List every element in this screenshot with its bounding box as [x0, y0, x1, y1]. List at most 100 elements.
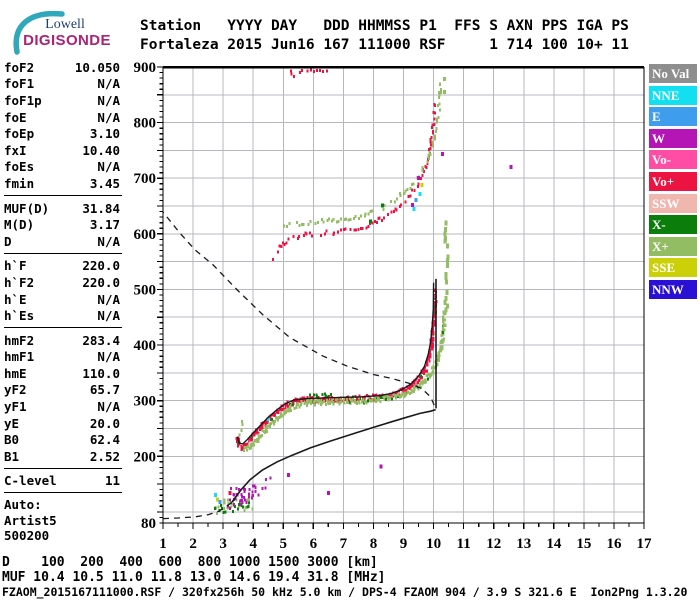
echo-dot	[250, 444, 252, 448]
echo-dot	[365, 226, 368, 230]
header-line-1: Station YYYY DAY DDD HHMMSS P1 FFS S AXN…	[140, 18, 629, 34]
echo-dot	[399, 194, 402, 197]
echo-dot	[431, 340, 433, 344]
echo-dot	[437, 355, 440, 359]
echo-dot	[444, 307, 448, 313]
echo-dot	[444, 275, 448, 281]
echo-dot	[330, 400, 333, 404]
x-tick-label-3: 3	[219, 536, 227, 552]
echo-dot	[348, 400, 351, 404]
echo-dot	[396, 197, 398, 201]
echo-dot	[336, 230, 339, 234]
echo-dot	[297, 236, 300, 240]
echo-dot	[310, 399, 313, 403]
echo-dot	[327, 402, 330, 405]
echo-dot	[238, 503, 240, 506]
legend-item-sse: SSE	[649, 258, 697, 278]
echo-dot	[428, 147, 431, 151]
echo-dot	[387, 398, 390, 402]
echo-dot	[327, 397, 330, 401]
echo-dot	[377, 398, 380, 402]
echo-dot	[339, 397, 342, 400]
echo-dot	[378, 216, 381, 220]
x-tick-label-16: 16	[606, 536, 622, 552]
echo-dot	[443, 337, 445, 341]
parameter-label: h`Es	[4, 308, 35, 324]
echo-dot	[359, 227, 362, 230]
echo-dot	[287, 407, 290, 411]
parameter-value: 3.45	[89, 175, 120, 191]
echo-dot	[361, 399, 364, 403]
echo-dot	[407, 386, 410, 390]
echo-dot	[371, 209, 374, 213]
echo-dot	[440, 90, 442, 94]
muf-row: MUF 10.4 10.5 11.0 11.8 13.0 14.6 19.4 3…	[2, 570, 386, 586]
echo-dot	[306, 403, 309, 407]
echo-dot	[326, 491, 330, 495]
echo-dot	[286, 400, 289, 404]
echo-dot	[240, 420, 243, 424]
parameter-value: 3.17	[89, 217, 120, 233]
parameter-row-mufd: MUF(D) 31.84	[4, 200, 122, 217]
echo-dot	[413, 189, 416, 193]
echo-dot	[246, 442, 249, 446]
parameter-row-d: D N/A	[4, 233, 122, 250]
echo-dot	[236, 439, 239, 443]
echo-dot	[420, 182, 424, 187]
parameter-label: h`F	[4, 258, 27, 274]
legend-item-ssw: SSW	[649, 193, 697, 213]
echo-dot	[331, 219, 334, 223]
echo-dot	[345, 398, 348, 402]
parameter-label: foF1	[4, 76, 35, 92]
echo-dot	[238, 488, 241, 492]
echo-dot	[269, 476, 272, 480]
echo-dot	[368, 219, 372, 224]
echo-dot	[358, 394, 361, 398]
legend-item-nnw: NNW	[649, 279, 697, 299]
echo-dot	[391, 395, 394, 399]
echo-dot	[409, 386, 412, 390]
echo-dot	[220, 503, 223, 507]
echo-dot	[433, 102, 436, 106]
echo-dot	[377, 217, 380, 220]
echo-dot	[369, 210, 372, 214]
echo-dot	[349, 218, 352, 222]
echo-dot	[279, 408, 282, 412]
echo-dot	[374, 220, 377, 224]
echo-dot	[421, 168, 424, 172]
echo-dot	[240, 447, 243, 451]
echo-dot	[423, 370, 426, 374]
echo-dot	[443, 312, 446, 316]
echo-dot	[255, 431, 258, 435]
echo-dot	[396, 392, 399, 396]
echo-dot	[244, 488, 246, 492]
echo-dot	[270, 418, 273, 421]
echo-dot	[288, 221, 291, 225]
echo-dot	[366, 394, 369, 397]
echo-dot	[236, 444, 239, 448]
parameter-row-b0: B0 62.4	[4, 431, 122, 448]
echo-dot	[214, 506, 217, 510]
echo-dot	[274, 412, 277, 416]
echo-dot	[251, 484, 254, 488]
echo-dot	[276, 250, 279, 254]
echo-dot	[367, 399, 370, 403]
echo-dot	[392, 393, 395, 397]
echo-dot	[414, 197, 418, 202]
echo-dot	[246, 448, 249, 452]
echo-dot	[419, 380, 422, 384]
panel-footer-line: 500200	[4, 528, 50, 544]
echo-dot	[238, 433, 241, 437]
echo-dot	[423, 378, 426, 382]
echo-dot	[421, 375, 424, 379]
echo-dot	[337, 397, 340, 401]
echo-dot	[442, 340, 445, 344]
echo-dot	[251, 496, 254, 500]
echo-dot	[287, 237, 290, 241]
echo-dot	[427, 356, 430, 360]
panel-divider	[4, 326, 122, 328]
echo-dot	[442, 331, 445, 335]
y-tick-label-80: 80	[141, 516, 156, 532]
parameter-row-fof1: foF1 N/A	[4, 76, 122, 93]
